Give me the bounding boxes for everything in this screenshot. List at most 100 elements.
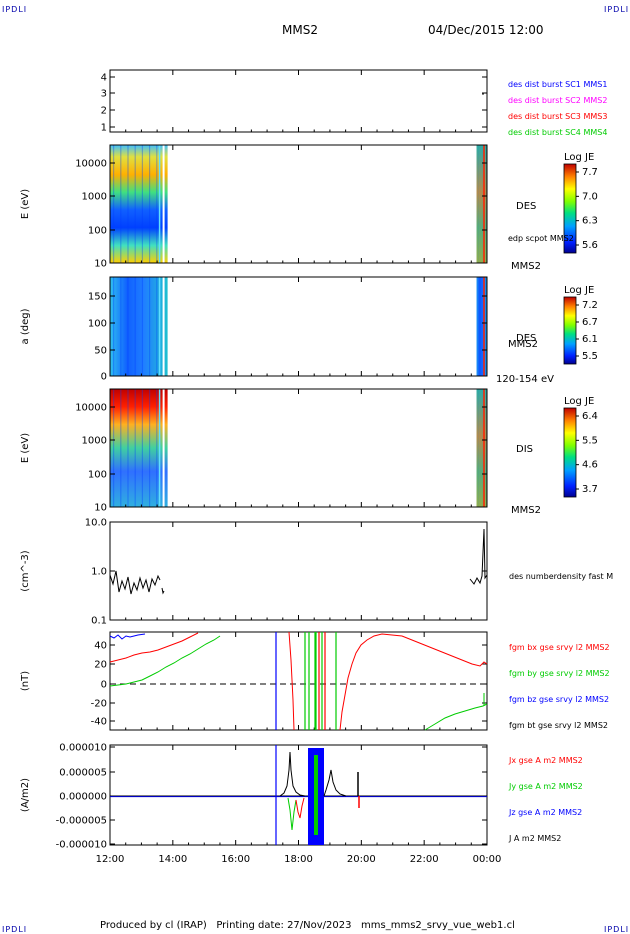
side-label-2: MMS2 [508,339,538,350]
colorbar-tick-label: 7.7 [582,167,598,178]
time-axis-label: 16:00 [221,854,250,865]
panel-frame [109,521,488,621]
y-tick-label: 0.1 [91,616,107,627]
jy-burst [314,755,318,835]
y-tick-label: 50 [94,346,107,357]
heatmap-block [476,145,487,263]
time-axis-label: 00:00 [473,854,502,865]
y-tick-label: 4 [101,73,107,84]
colorbar-tick-label: 6.4 [582,411,598,422]
y-tick-label: 20 [94,660,107,671]
heatmap-block [476,277,487,376]
y-tick-label: 10 [94,503,107,514]
j-trace [323,769,347,797]
bottom-label: MMS2 [511,261,541,272]
heatmap-block [476,389,487,507]
y-tick-label: -40 [91,717,107,728]
datetime-title: 04/Dec/2015 12:00 [428,23,544,37]
colorbar-tick-label: 7.2 [582,300,598,311]
corner-label-top-right: IPDLI [604,5,630,14]
colorbar-tick-label: 6.7 [582,317,598,328]
y-axis-label: (cm^-3) [20,550,31,591]
y-tick-label: 10000 [75,403,107,414]
side-label-2: edp scpot MMS2 [508,234,574,243]
legend-entry: des numberdensity fast M [509,572,613,581]
colorbar-tick-label: 6.3 [582,216,598,227]
y-tick-label: 0 [101,372,107,383]
y-tick-label: 1000 [82,436,107,447]
colorbar-tick-label: 3.7 [582,484,598,495]
y-axis-label: (A/m2) [20,778,31,812]
y-tick-label: 40 [94,641,107,652]
heatmap-block [110,277,168,376]
j-trace [279,751,306,797]
bx-trace [109,632,199,663]
colorbar-tick-label: 7.0 [582,191,598,202]
burst-marker [482,93,484,95]
density-trace [469,528,488,585]
colorbar-tick-label: 6.1 [582,334,598,345]
corner-label-bottom-left: IPDLI [2,925,28,934]
colorbar-title: Log JE [564,396,594,407]
density-trace [109,570,161,595]
legend-entry: Jy gse A m2 MMS2 [508,782,583,791]
colorbar [563,407,577,498]
colorbar-title: Log JE [564,152,594,163]
y-axis-label: E (eV) [20,189,31,219]
y-tick-label: 100 [88,226,107,237]
jy-trace [287,797,297,831]
time-axis-label: 18:00 [284,854,313,865]
panel-frame [109,69,488,133]
time-axis-label: 12:00 [96,854,125,865]
y-tick-label: 2 [101,106,107,117]
bottom-label: 120-154 eV [496,374,554,385]
time-axis-label: 22:00 [410,854,439,865]
time-axis-label: 20:00 [347,854,376,865]
y-tick-label: -20 [91,699,107,710]
y-tick-label: 1 [101,123,107,134]
y-tick-label: 100 [88,319,107,330]
side-label: DES [516,201,536,212]
bz-trace [109,633,146,640]
y-tick-label: 1.0 [91,567,107,578]
y-tick-label: 10.0 [85,518,107,529]
legend-entry: des dist burst SC4 MMS4 [508,128,607,137]
bx-trace [288,631,295,731]
bx-trace [339,633,488,731]
legend-entry: fgm by gse srvy l2 MMS2 [509,669,610,678]
heatmap-block [110,145,168,263]
colorbar [563,296,577,365]
y-tick-label: -0.000005 [56,816,107,827]
legend-entry: des dist burst SC3 MMS3 [508,112,607,121]
colorbar-tick-label: 5.5 [582,435,598,446]
y-axis-label: (nT) [20,671,31,691]
side-label: DES [516,333,536,344]
y-tick-label: 1000 [82,192,107,203]
y-tick-label: 0 [101,680,107,691]
y-tick-label: -0.000010 [56,840,107,851]
y-tick-label: 150 [88,292,107,303]
colorbar-tick-label: 5.6 [582,240,598,251]
by-trace [424,703,488,731]
y-axis-label: E (eV) [20,433,31,463]
legend-entry: Jx gse A m2 MMS2 [508,756,583,765]
y-tick-label: 10000 [75,159,107,170]
y-tick-label: 100 [88,470,107,481]
corner-label-bottom-right: IPDLI [604,925,630,934]
colorbar-tick-label: 4.6 [582,460,598,471]
y-tick-label: 0.000005 [59,768,107,779]
legend-entry: fgm bx gse srvy l2 MMS2 [509,643,610,652]
y-tick-label: 10 [94,259,107,270]
by-trace [109,635,221,687]
legend-entry: des dist burst SC2 MMS2 [508,96,607,105]
density-trace [161,587,165,595]
heatmap-block [110,389,168,507]
colorbar-title: Log JE [564,285,594,296]
legend-entry: fgm bt gse srvy l2 MMS2 [509,721,608,730]
spacecraft-title: MMS2 [282,23,318,37]
y-tick-label: 3 [101,89,107,100]
legend-entry: J A m2 MMS2 [508,834,561,843]
y-tick-label: 0.000000 [59,792,107,803]
side-label: DIS [516,444,533,455]
